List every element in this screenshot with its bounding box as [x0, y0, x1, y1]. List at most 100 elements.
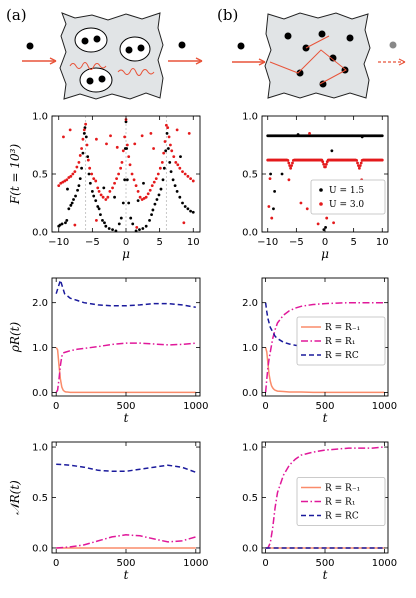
data-point [360, 135, 364, 139]
data-point [174, 161, 178, 164]
legend-box [310, 179, 386, 215]
data-point [88, 181, 92, 185]
data-point [119, 216, 123, 220]
data-point [66, 187, 69, 191]
y-tick-label: 0.0 [32, 388, 48, 399]
y-tick-label: 0.5 [32, 493, 48, 504]
data-point [78, 177, 82, 181]
data-point [119, 166, 123, 170]
x-axis-title: μ [321, 247, 329, 261]
schematic-a [22, 12, 203, 100]
data-point [179, 155, 182, 159]
data-point [127, 201, 131, 205]
incoming-atom-b [237, 42, 245, 50]
data-point [69, 203, 73, 207]
wave-packet-left [69, 62, 107, 70]
atom-pair-right [119, 36, 151, 62]
data-point [140, 134, 144, 138]
data-point [77, 184, 81, 188]
data-point [81, 151, 85, 155]
data-point [150, 184, 154, 188]
data-point [182, 221, 186, 225]
atom-dot [284, 32, 292, 40]
data-point [308, 132, 311, 135]
data-point [150, 213, 153, 217]
x-tick-label: 0 [53, 558, 59, 569]
data-point [324, 225, 327, 229]
data-point [157, 193, 161, 197]
data-point [101, 195, 105, 199]
data-point [175, 128, 179, 132]
data-point [138, 228, 141, 232]
data-point [166, 147, 170, 150]
disorder-blob-b [264, 12, 371, 99]
x-tick-label: 0 [53, 401, 59, 412]
data-point [158, 166, 162, 170]
x-tick-label: 500 [315, 401, 334, 412]
atom-dot [98, 75, 106, 83]
data-point [106, 195, 110, 199]
x-tick-label: 1000 [372, 558, 397, 569]
data-point [356, 161, 359, 165]
data-point [117, 172, 120, 176]
y-tick-label: 0.0 [32, 228, 48, 239]
data-point [355, 159, 359, 162]
legend-label: R = RC [325, 512, 359, 522]
data-point [169, 170, 173, 174]
x-tick-label: 0 [262, 401, 268, 412]
data-point [57, 184, 61, 188]
data-point [86, 155, 90, 159]
data-point [286, 159, 290, 162]
data-point [104, 198, 108, 201]
atom-dot [137, 44, 145, 52]
x-axis-title: μ [122, 247, 130, 261]
data-point [123, 135, 127, 139]
data-point [152, 147, 155, 150]
data-point [95, 219, 98, 222]
legend-label: R = R₋₁ [325, 484, 360, 494]
atom-dot [86, 77, 94, 85]
data-point [129, 216, 133, 220]
wave-packet-right [117, 68, 155, 76]
data-point [97, 190, 101, 193]
data-point [77, 161, 81, 164]
data-point [181, 201, 184, 205]
data-point [107, 227, 111, 230]
data-point [176, 163, 180, 167]
data-point [144, 195, 148, 199]
y-tick-label: 2.0 [32, 298, 48, 309]
atom-dot [329, 54, 337, 62]
data-point [380, 134, 384, 138]
data-point [135, 225, 139, 229]
data-point [64, 221, 67, 225]
data-point [169, 143, 172, 147]
legend: U = 1.5 U = 3.0 [310, 179, 386, 215]
data-point [62, 135, 65, 139]
data-point [178, 195, 182, 199]
data-point [289, 166, 293, 170]
data-point [80, 147, 83, 150]
data-point [74, 194, 77, 198]
data-point [132, 178, 136, 182]
data-point [115, 145, 119, 149]
data-point [141, 227, 145, 230]
data-point [99, 213, 102, 217]
series-line [265, 446, 385, 549]
data-point [117, 222, 121, 226]
x-axis-title: t [323, 411, 328, 425]
data-point [165, 132, 169, 135]
data-point [65, 219, 69, 222]
data-point [173, 184, 177, 188]
data-point [330, 149, 334, 153]
data-point [65, 178, 69, 182]
data-point [163, 140, 167, 143]
data-point [76, 188, 79, 192]
y-tick-label: 1.0 [32, 343, 48, 354]
x-tick-label: 10 [187, 237, 200, 248]
series-line [55, 277, 196, 308]
data-point [111, 228, 114, 232]
data-point [94, 179, 98, 183]
data-point [305, 207, 309, 211]
y-tick-label: 0.5 [32, 170, 48, 181]
atom-dot [346, 34, 354, 42]
